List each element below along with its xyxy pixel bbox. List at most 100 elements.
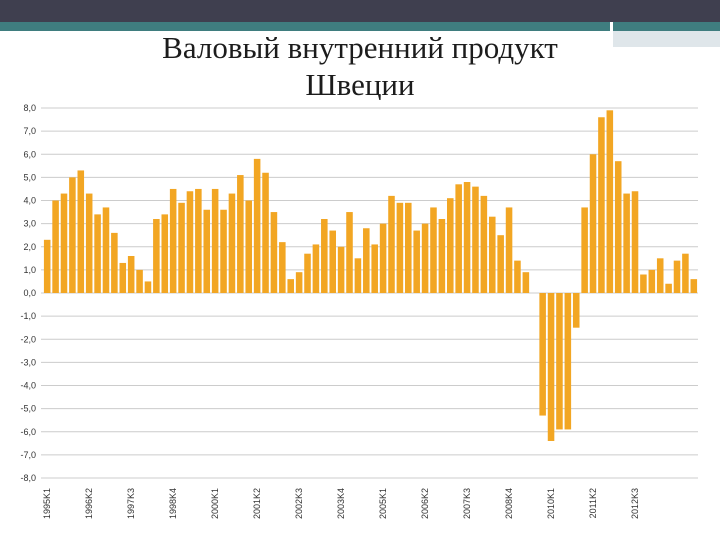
bar	[522, 272, 530, 293]
bar	[488, 216, 496, 293]
bar	[102, 207, 110, 293]
y-tick-label: 2,0	[23, 242, 36, 252]
bar	[547, 293, 555, 441]
x-axis-ticks: 1995K1 1996K2 1997K3 1998K4 2000K1 2001K2 2002…	[42, 488, 640, 519]
bar	[270, 212, 278, 293]
bar	[136, 269, 143, 294]
bar	[262, 172, 269, 293]
x-tick-label: 1996K2	[84, 488, 94, 519]
bar	[463, 182, 471, 293]
bar	[539, 293, 546, 416]
bar	[455, 184, 462, 293]
bar	[211, 188, 219, 293]
bar	[119, 262, 127, 293]
bar	[144, 281, 152, 293]
bar	[127, 256, 135, 293]
bar	[346, 212, 353, 293]
bar	[161, 214, 169, 294]
y-tick-label: 3,0	[23, 219, 36, 229]
y-tick-label: 4,0	[23, 196, 36, 206]
gdp-chart: 8,0 7,0 6,0 5,0 4,0 3,0 2,0 1,0 0,0 -1,0 -2,0 -3,0 -…	[0, 100, 720, 523]
bar	[245, 200, 253, 293]
bar	[228, 193, 236, 293]
bar	[52, 200, 59, 293]
bar	[321, 219, 328, 293]
bar	[279, 242, 286, 293]
bar	[447, 198, 454, 293]
y-tick-label: -2,0	[20, 334, 36, 344]
y-tick-label: 7,0	[23, 126, 36, 136]
bar	[304, 253, 311, 293]
bar	[312, 244, 320, 293]
bar	[69, 177, 76, 294]
y-tick-label: 8,0	[23, 103, 36, 113]
slide-title: Валовый внутренний продукт Швеции	[0, 29, 720, 103]
bar	[253, 158, 261, 294]
y-tick-label: -4,0	[20, 381, 36, 391]
bar	[169, 188, 177, 293]
bar	[497, 235, 504, 293]
x-tick-label: 2011K2	[588, 488, 598, 518]
bar	[514, 260, 521, 294]
bar	[614, 161, 622, 293]
bar	[371, 244, 378, 293]
y-tick-label: 0,0	[23, 288, 36, 298]
bar	[682, 253, 689, 293]
slide-top-bar	[0, 0, 720, 22]
x-tick-label: 2000K1	[210, 488, 220, 519]
y-tick-label: 6,0	[23, 149, 36, 159]
y-tick-label: 1,0	[23, 265, 36, 275]
y-tick-label: -6,0	[20, 427, 36, 437]
bar	[421, 223, 429, 294]
bar	[363, 228, 370, 293]
x-tick-label: 2005K1	[378, 488, 388, 519]
bar	[606, 110, 614, 293]
bar	[388, 195, 395, 294]
y-tick-label: -5,0	[20, 404, 36, 414]
bar	[77, 170, 85, 293]
x-tick-label: 1998K4	[168, 488, 178, 519]
x-tick-label: 2010K1	[546, 488, 556, 519]
bar	[354, 258, 362, 293]
bar	[329, 230, 336, 293]
bar	[111, 232, 118, 294]
bar	[287, 279, 294, 294]
bar	[337, 246, 345, 293]
x-tick-label: 1997K3	[126, 488, 136, 519]
bar	[640, 274, 647, 293]
bar	[237, 175, 244, 293]
bar	[572, 293, 580, 328]
bar	[379, 223, 387, 294]
bar	[153, 219, 160, 293]
y-tick-label: -8,0	[20, 473, 36, 483]
y-tick-label: 5,0	[23, 172, 36, 182]
x-tick-label: 2002K3	[294, 488, 304, 519]
x-tick-label: 2001K2	[252, 488, 262, 519]
x-tick-label: 2003K4	[336, 488, 346, 519]
bar	[430, 207, 437, 293]
y-tick-label: -1,0	[20, 311, 36, 321]
x-tick-label: 2012K3	[630, 488, 640, 519]
gdp-chart-svg: 8,0 7,0 6,0 5,0 4,0 3,0 2,0 1,0 0,0 -1,0 -2,0 -3,0 -…	[0, 100, 720, 523]
bar	[220, 209, 227, 293]
x-tick-label: 1995K1	[42, 488, 52, 519]
bar	[656, 258, 664, 293]
bar	[690, 279, 698, 294]
bar	[405, 202, 412, 293]
bar	[94, 214, 101, 294]
bar	[413, 230, 420, 293]
slide-accent-corner	[613, 31, 720, 47]
bar	[186, 191, 194, 293]
bar	[648, 269, 656, 294]
x-tick-label: 2008K4	[504, 488, 514, 519]
bar	[203, 209, 211, 293]
bar	[472, 186, 479, 294]
bar	[480, 195, 488, 294]
bar	[564, 293, 572, 430]
bar	[60, 193, 68, 293]
bar	[631, 191, 639, 293]
y-tick-label: -7,0	[20, 450, 36, 460]
bar	[195, 188, 202, 293]
bar	[598, 117, 605, 293]
slide-accent-bar-right	[613, 22, 720, 31]
